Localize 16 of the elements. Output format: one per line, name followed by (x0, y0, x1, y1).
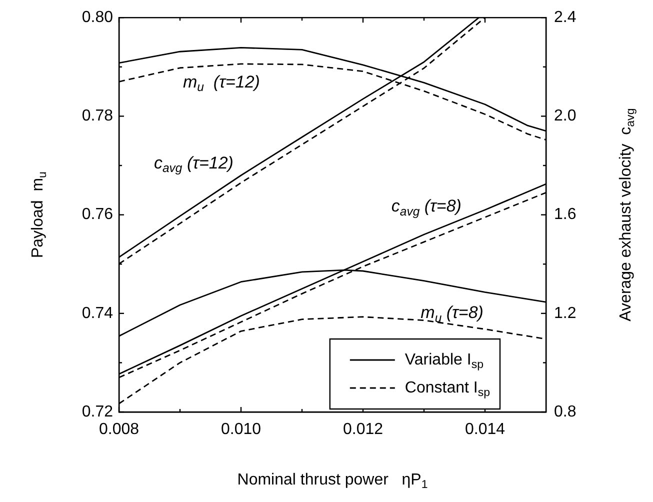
y2-tick-label: 2.0 (554, 108, 576, 125)
y-tick-label: 0.80 (82, 9, 114, 26)
x-tick-label: 0.010 (220, 421, 262, 438)
x-tick-label: 0.014 (464, 421, 506, 438)
x-tick-label: 0.008 (98, 421, 140, 438)
y2-tick-label: 1.2 (554, 304, 576, 322)
y-tick-label: 0.74 (82, 304, 114, 322)
x-tick-label: 0.012 (342, 421, 384, 438)
y-tick-label: 0.78 (82, 108, 114, 125)
y2-tick-label: 1.6 (554, 206, 576, 224)
y2-tick-label: 0.8 (554, 403, 576, 420)
y-tick-label: 0.76 (82, 206, 114, 224)
y-tick-label: 0.72 (82, 403, 114, 420)
y-axis-title: Payload mu (29, 172, 49, 258)
y2-tick-label: 2.4 (554, 9, 576, 26)
y2-axis-title: Average exhaust velocity cavg (617, 108, 637, 322)
